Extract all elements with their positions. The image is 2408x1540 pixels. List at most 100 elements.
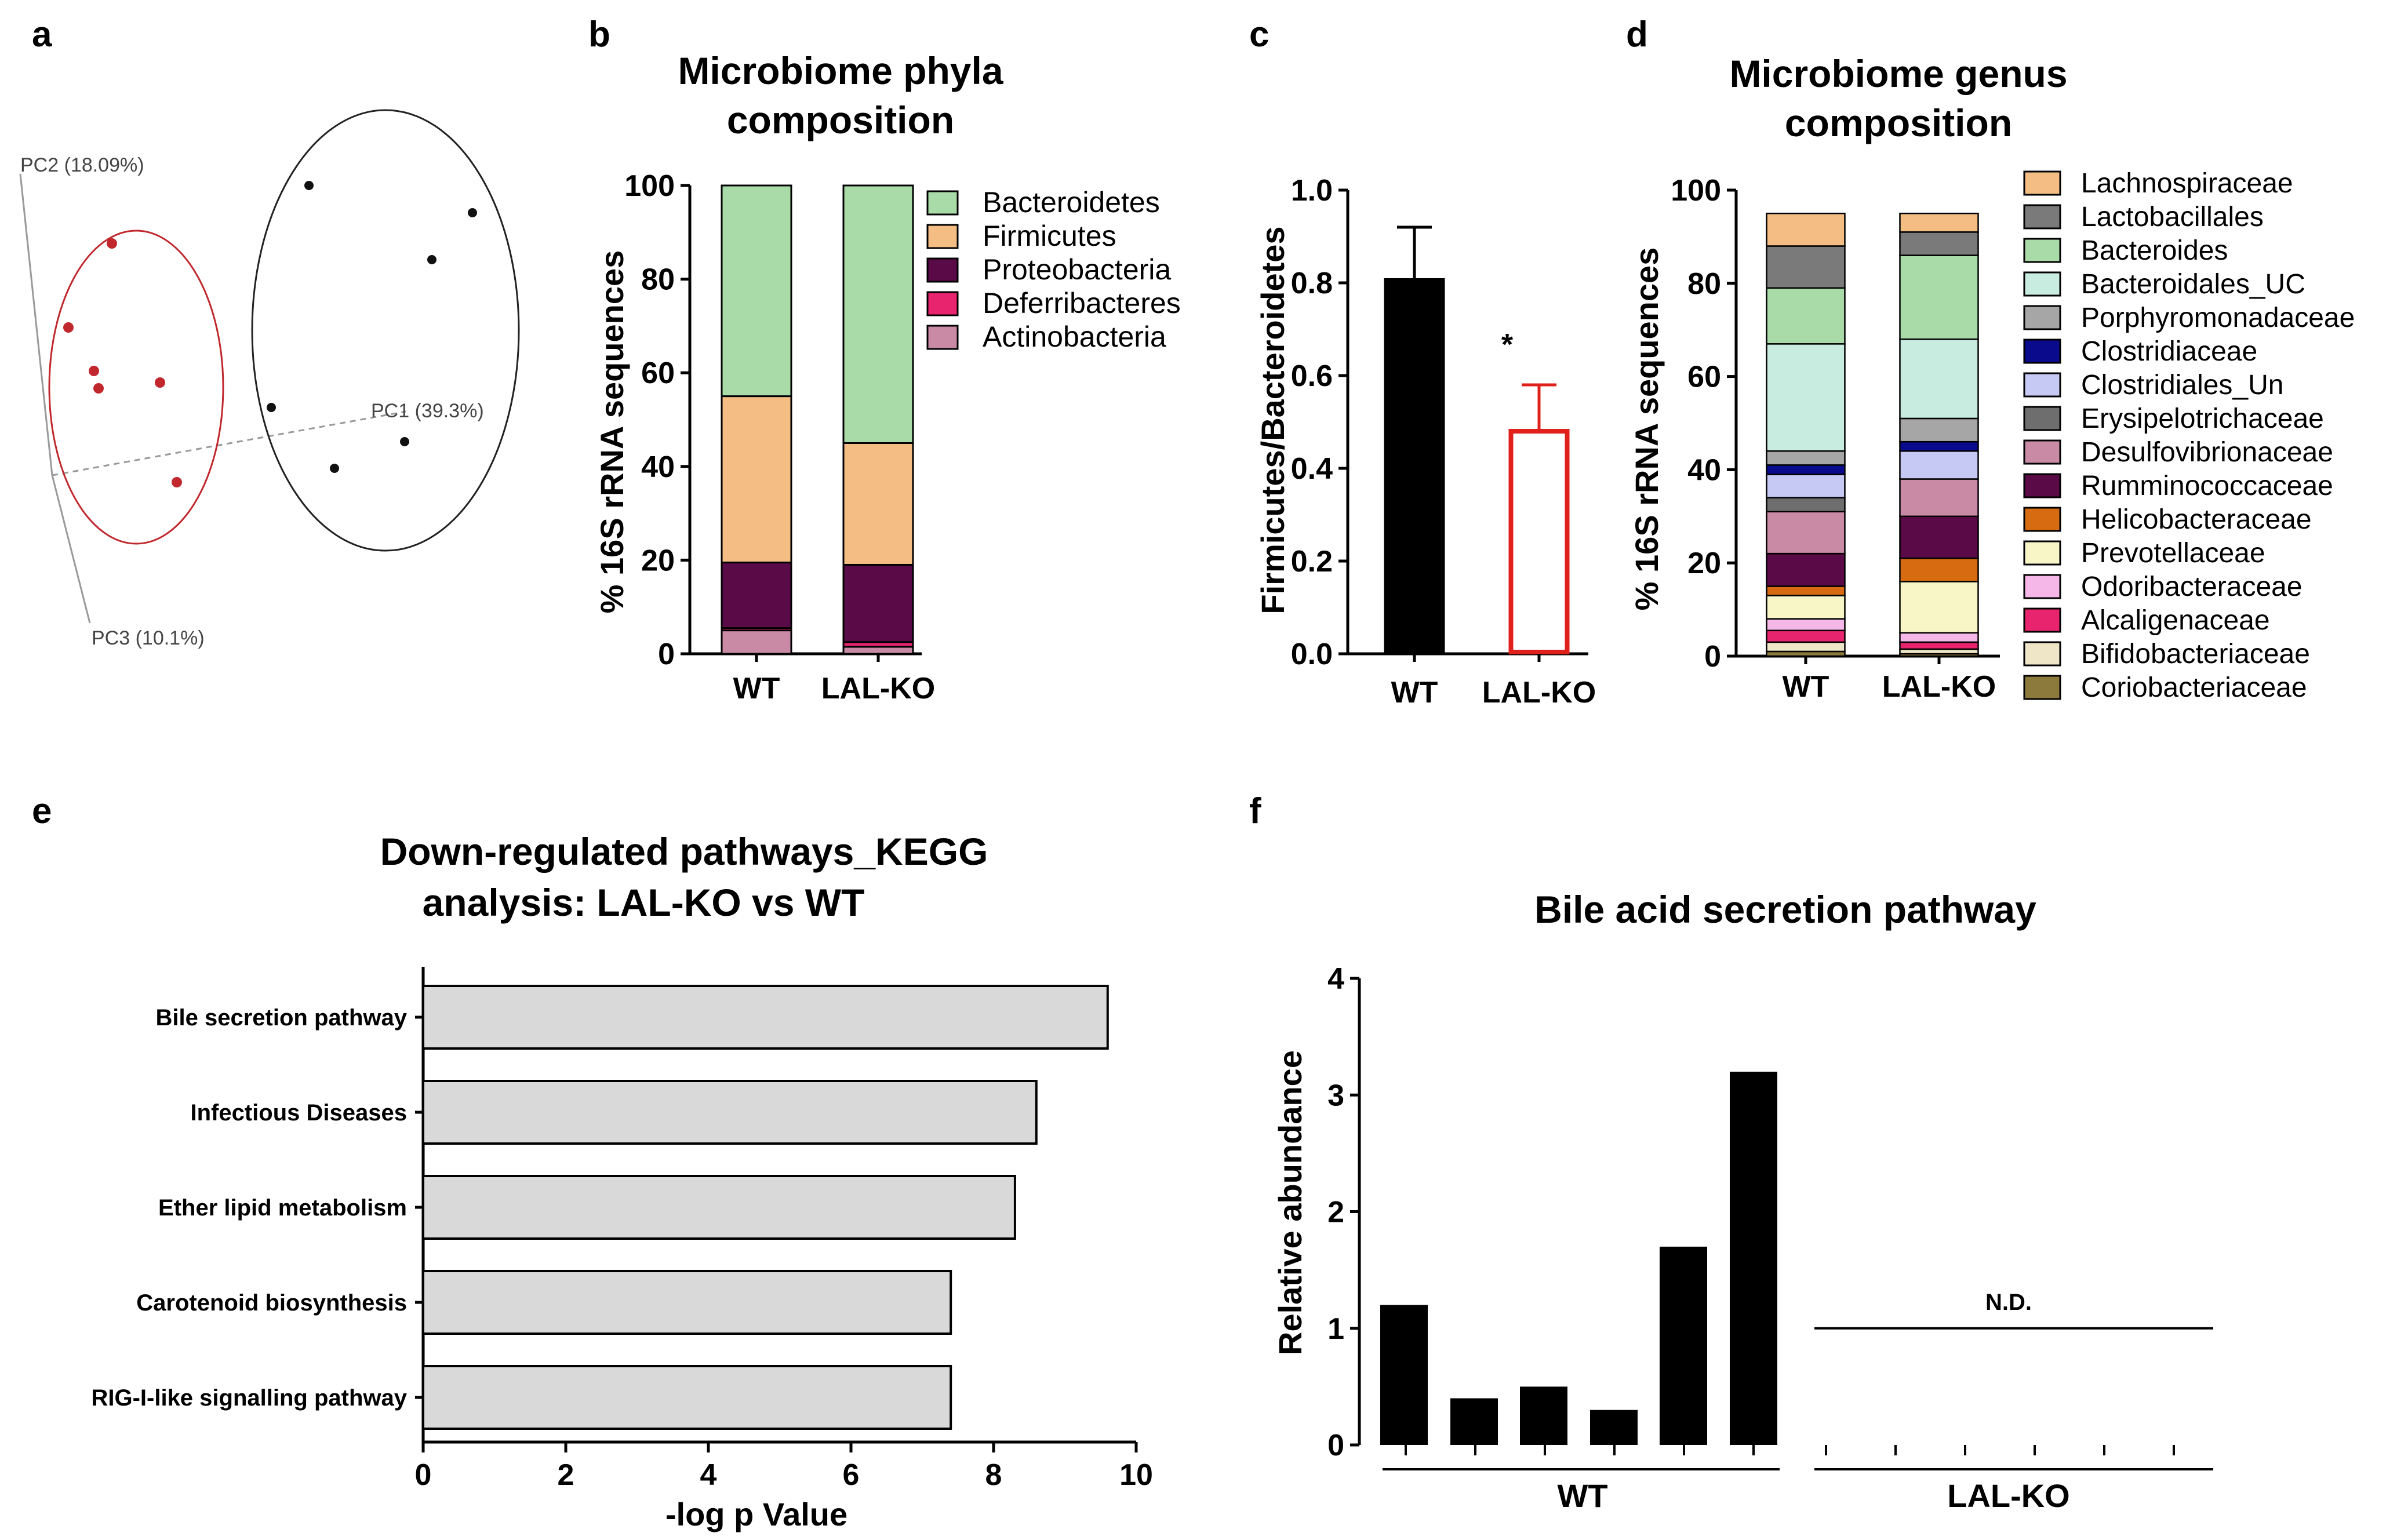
b-legend-swatch: [926, 224, 959, 249]
d-y-tick-label: 0: [1704, 640, 1721, 673]
pc1-label: PC1 (39.3%): [371, 400, 484, 422]
d-bar-segment: [1766, 595, 1846, 620]
f-y-tick-label: 4: [1327, 962, 1344, 996]
d-bar-segment: [1899, 254, 1979, 340]
d-y-tick-label: 40: [1687, 453, 1721, 487]
chart-f-ylabel: Relative abundance: [1272, 1050, 1308, 1355]
panel-label-a: a: [32, 14, 52, 54]
chart-e-title-line2: analysis: LAL-KO vs WT: [423, 881, 865, 924]
pca-point-red-2: [89, 366, 99, 376]
c-significance-mark: *: [1501, 328, 1514, 362]
e-bar: [422, 985, 1109, 1050]
chart-e-xlabel: -log p Value: [665, 1496, 847, 1532]
pca-point-red-4: [155, 377, 165, 388]
d-legend-swatch: [2023, 271, 2061, 297]
d-legend-swatch: [2023, 204, 2061, 230]
e-category-label: Infectious Diseases: [191, 1100, 408, 1126]
d-legend-label: Helicobacteraceae: [2081, 504, 2312, 535]
d-legend-swatch: [2023, 372, 2061, 398]
chart-c-ylabel: Firmicutes/Bacteroidetes: [1254, 226, 1291, 614]
b-y-tick-label: 80: [641, 263, 675, 297]
c-y-tick-label: 0.6: [1291, 359, 1333, 393]
pca-axis-pc2: [19, 173, 53, 476]
d-legend-swatch: [2023, 406, 2061, 431]
d-x-tick-label: LAL-KO: [1882, 670, 1996, 704]
f-bar: [1590, 1410, 1638, 1445]
b-legend-label: Bacteroidetes: [983, 186, 1160, 219]
d-legend-label: Clostridiales_Un: [2081, 370, 2283, 401]
pca-point-black-1: [468, 208, 477, 217]
chart-d-ylabel: % 16S rRNA sequences: [1628, 247, 1665, 611]
d-legend-label: Bacteroides: [2081, 235, 2228, 266]
b-y-tick-label: 20: [641, 544, 675, 577]
d-legend-label: Desulfovibrionaceae: [2081, 437, 2333, 468]
chart-f-title: Bile acid secretion pathway: [1534, 888, 2036, 931]
d-legend-label: Erysipelotrichaceae: [2081, 403, 2324, 434]
chart-b-title-line1: Microbiome phyla: [678, 49, 1003, 92]
b-bar-segment: [842, 646, 914, 655]
d-legend-swatch: [2023, 574, 2061, 599]
e-bar: [422, 1365, 952, 1430]
chart-d-title-line2: composition: [1785, 101, 2012, 144]
e-category-label: Bile secretion pathway: [156, 1005, 408, 1031]
e-bar: [422, 1080, 1038, 1145]
f-bar: [1450, 1398, 1498, 1445]
b-y-tick-label: 40: [641, 450, 675, 484]
d-bar-segment: [1766, 511, 1846, 555]
d-bar-segment: [1766, 641, 1846, 653]
d-bar-segment: [1899, 231, 1979, 256]
f-y-tick-label: 2: [1327, 1196, 1344, 1229]
f-y-tick-label: 1: [1327, 1312, 1344, 1346]
d-bar-segment: [1766, 497, 1846, 513]
b-bar-segment: [721, 184, 792, 398]
c-bar: [1384, 278, 1445, 654]
d-legend-swatch: [2023, 170, 2061, 196]
e-x-tick-label: 4: [700, 1458, 717, 1492]
b-legend-label: Actinobacteria: [983, 321, 1166, 353]
kegg-pathways-chart: Down-regulated pathways_KEGG analysis: L…: [91, 830, 1152, 1532]
pca-point-black-0: [304, 181, 314, 190]
d-bar-segment: [1766, 464, 1846, 475]
chart-d-title-line1: Microbiome genus: [1729, 52, 2067, 95]
pca-point-red-1: [63, 322, 74, 333]
d-legend-swatch: [2023, 473, 2061, 498]
panel-label-f: f: [1249, 791, 1261, 831]
c-y-tick-label: 0.2: [1291, 545, 1333, 578]
d-bar-segment: [1899, 338, 1979, 420]
b-legend-label: Deferribacteres: [983, 287, 1181, 319]
e-category-label: Carotenoid biosynthesis: [136, 1290, 407, 1316]
d-y-tick-label: 80: [1687, 267, 1721, 301]
d-bar-segment: [1766, 212, 1846, 247]
d-legend-swatch: [2023, 238, 2061, 263]
c-x-tick-label: WT: [1391, 676, 1438, 709]
d-bar-segment: [1899, 581, 1979, 634]
d-y-tick-label: 20: [1687, 547, 1721, 580]
f-bar: [1520, 1386, 1567, 1445]
f-bar: [1730, 1072, 1777, 1445]
panel-label-b: b: [588, 14, 610, 54]
e-category-label: Ether lipid metabolism: [158, 1195, 407, 1221]
pca-axis-pc3: [51, 475, 91, 624]
genus-composition-chart: Microbiome genus composition % 16S rRNA …: [1628, 52, 2355, 704]
d-legend-swatch: [2023, 641, 2061, 667]
d-legend-label: Clostridiaceae: [2081, 336, 2257, 367]
c-y-tick-label: 0.0: [1291, 638, 1333, 671]
b-legend-swatch: [926, 257, 959, 283]
f-group-label-wt: WT: [1557, 1477, 1607, 1514]
d-bar-segment: [1899, 450, 1979, 480]
panel-label-e: e: [32, 791, 52, 831]
pca-point-black-4: [400, 437, 409, 446]
phyla-composition-chart: Microbiome phyla composition % 16S rRNA …: [594, 49, 1181, 705]
d-legend-label: Prevotellaceae: [2081, 538, 2265, 569]
pca-plot: PC1 (39.3%) PC2 (18.09%) PC3 (10.1%): [19, 109, 520, 649]
b-bar-segment: [721, 395, 792, 563]
c-y-tick-label: 1.0: [1291, 174, 1333, 207]
d-bar-segment: [1766, 618, 1846, 632]
d-bar-segment: [1766, 287, 1846, 345]
black-group-ellipse: [251, 109, 520, 552]
red-group-ellipse: [48, 230, 224, 545]
b-x-tick-label: LAL-KO: [821, 672, 935, 705]
d-legend-label: Lachnospiraceae: [2081, 168, 2293, 199]
f-nd-label: N.D.: [1985, 1290, 2032, 1315]
